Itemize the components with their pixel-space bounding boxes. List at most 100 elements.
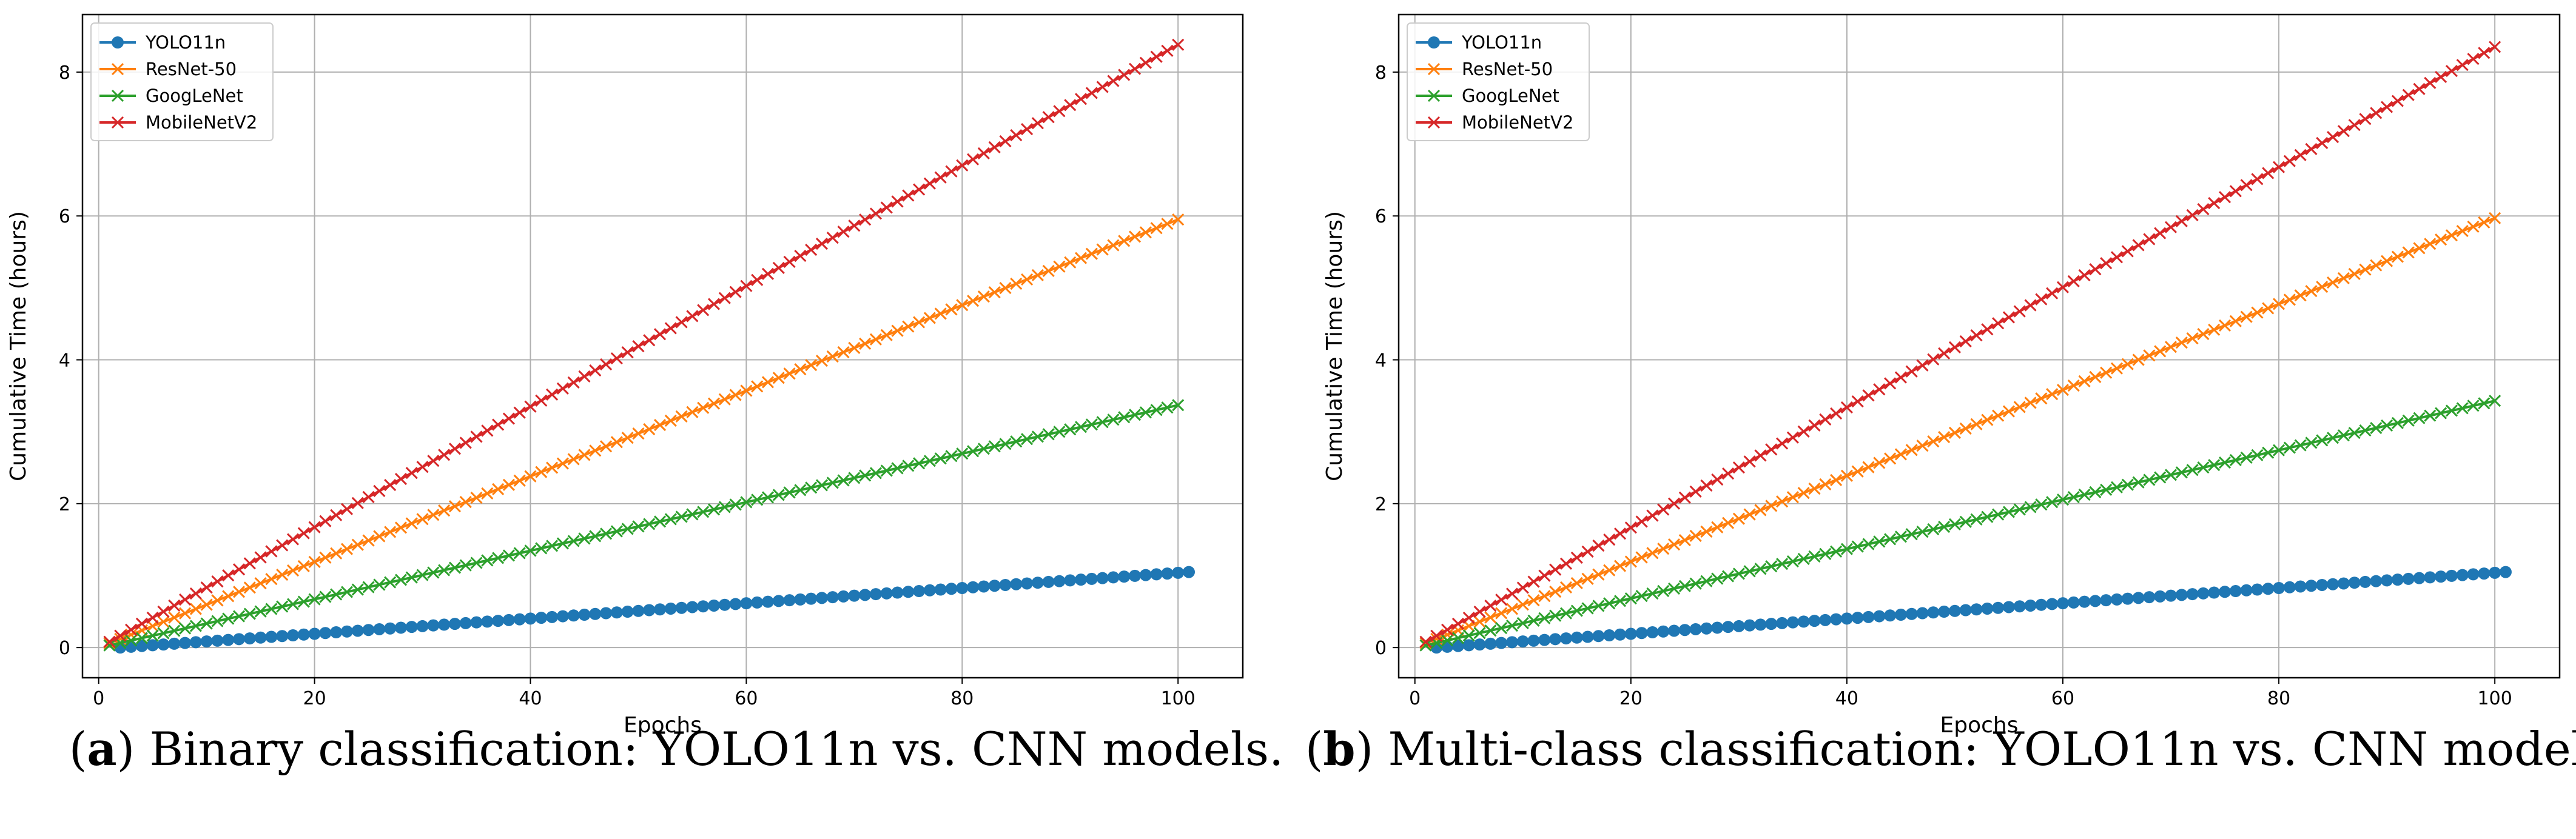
data-point: [319, 551, 332, 564]
data-point: [2381, 101, 2393, 113]
data-point: [988, 286, 1001, 299]
data-point: [880, 201, 893, 214]
data-point: [934, 171, 947, 184]
data-point: [1549, 563, 1562, 576]
data-point: [222, 569, 235, 582]
data-point: [1107, 239, 1120, 252]
data-point: [330, 547, 343, 560]
data-point: [1139, 56, 1152, 69]
data-point: [1473, 606, 1486, 618]
data-point: [524, 400, 537, 413]
legend-label: ResNet-50: [1462, 59, 1553, 79]
data-point: [2424, 76, 2436, 89]
data-point: [1646, 509, 1659, 522]
data-point: [1808, 550, 1821, 563]
data-point: [448, 561, 462, 574]
data-point: [2337, 272, 2350, 285]
data-point: [535, 394, 548, 407]
data-point: [308, 555, 321, 568]
data-point: [2359, 424, 2372, 437]
data-point: [1927, 353, 1940, 366]
data-point: [1624, 627, 1637, 640]
data-point: [2121, 245, 2134, 258]
data-point: [2337, 577, 2350, 590]
data-point: [675, 510, 688, 523]
data-point: [2413, 242, 2426, 255]
data-point: [891, 324, 904, 337]
data-point: [783, 486, 796, 499]
data-point: [535, 612, 548, 624]
data-point: [2100, 594, 2113, 607]
data-point: [2100, 366, 2113, 379]
data-point: [697, 304, 710, 316]
legend-marker: [1427, 89, 1441, 102]
data-point: [1894, 371, 1907, 384]
data-point: [1905, 607, 1918, 620]
data-point: [880, 464, 893, 477]
data-point: [114, 629, 127, 642]
data-point: [2175, 466, 2188, 479]
data-point: [1516, 635, 1529, 648]
data-point: [1819, 613, 1832, 626]
data-point: [157, 605, 170, 618]
data-point: [729, 286, 742, 298]
legend: YOLO11n ResNet-50 GoogLeNet MobileNetV2: [90, 22, 274, 141]
data-point: [2467, 220, 2480, 233]
data-point: [2273, 161, 2285, 173]
data-point: [405, 621, 418, 633]
data-point: [1516, 581, 1529, 594]
series-mobilenetv2: [1419, 41, 2501, 648]
data-point: [2294, 439, 2307, 452]
data-point: [621, 523, 634, 535]
data-point: [589, 607, 602, 620]
data-point: [2089, 370, 2102, 383]
data-point: [945, 165, 958, 178]
data-point: [632, 340, 645, 353]
data-point: [276, 569, 289, 581]
data-point: [632, 427, 645, 440]
legend-marker: [1427, 62, 1441, 76]
data-point: [448, 500, 462, 513]
data-point: [1096, 416, 1109, 429]
data-point: [211, 594, 224, 607]
data-point: [2370, 575, 2383, 587]
data-point: [707, 298, 721, 310]
data-point: [394, 473, 408, 486]
data-point: [761, 376, 775, 389]
x-axis-label: Epochs: [624, 713, 702, 738]
data-point: [2046, 287, 2059, 299]
legend-item-yolo11n: YOLO11n: [1416, 32, 1542, 53]
data-point: [1797, 552, 1810, 566]
data-point: [1139, 226, 1152, 239]
data-point: [448, 443, 462, 455]
data-point: [772, 261, 785, 274]
data-point: [513, 474, 526, 487]
data-point: [1139, 569, 1152, 581]
data-point: [1927, 435, 1940, 448]
legend-item-googlenet: GoogLeNet: [1416, 85, 1559, 106]
data-point: [1549, 609, 1562, 622]
data-point: [2489, 41, 2501, 53]
data-point: [1430, 629, 1443, 642]
data-point: [1981, 323, 1994, 336]
data-point: [535, 466, 548, 478]
data-point: [1700, 622, 1713, 635]
data-point: [880, 329, 893, 341]
data-point: [1916, 440, 1929, 452]
data-point: [1646, 626, 1659, 638]
data-point: [1981, 602, 1994, 615]
data-point: [1862, 610, 1875, 623]
data-point: [1128, 409, 1142, 421]
data-point: [675, 316, 688, 329]
data-point: [567, 453, 580, 466]
data-point: [2089, 263, 2102, 276]
data-point: [1721, 570, 1735, 583]
data-point: [179, 637, 192, 649]
data-point: [1118, 411, 1131, 424]
data-point: [1021, 577, 1034, 590]
data-point: [967, 295, 980, 307]
data-point: [1884, 452, 1897, 465]
x-axis-label: Epochs: [1940, 713, 2019, 738]
data-point: [1462, 611, 1475, 624]
data-point: [2110, 481, 2124, 493]
